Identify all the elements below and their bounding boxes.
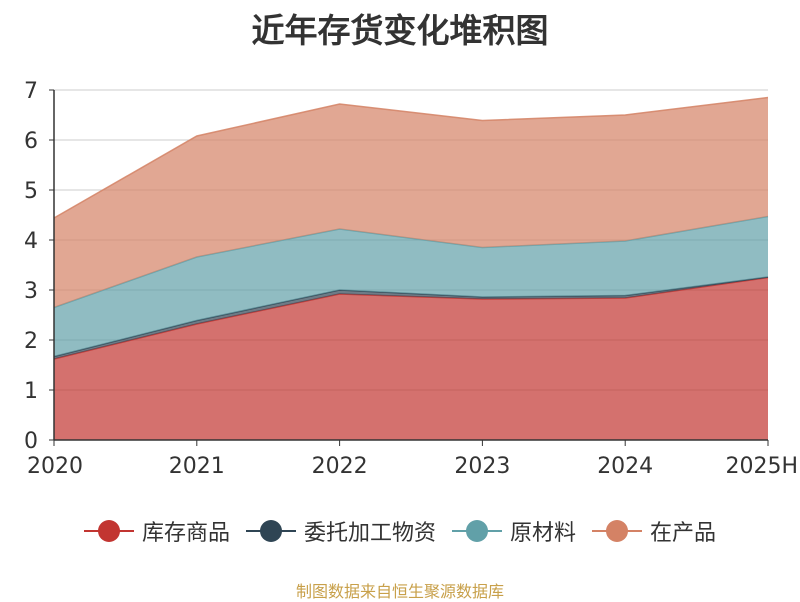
y-tick-label: 0: [24, 429, 38, 454]
legend: 库存商品 委托加工物资 原材料 在产品: [0, 515, 800, 549]
legend-swatch: [83, 519, 134, 543]
x-tick-label: 2021: [169, 454, 225, 479]
area-1: [54, 277, 768, 440]
area-2: [54, 277, 768, 359]
legend-label: 原材料: [510, 521, 577, 546]
area-3: [54, 216, 768, 357]
x-tick-label: 2022: [312, 454, 368, 479]
chart-title: 近年存货变化堆积图: [251, 11, 549, 50]
legend-item[interactable]: 原材料: [452, 515, 576, 547]
legend-swatch: [452, 519, 502, 543]
x-tick-label: 2024: [597, 454, 653, 479]
y-tick-label: 2: [24, 329, 38, 354]
area-line-4: [53, 96, 769, 219]
x-tick-label: 2020: [27, 454, 83, 479]
legend-item[interactable]: 库存商品: [83, 515, 230, 547]
legend-swatch: [245, 519, 296, 543]
axes: 0 1 2 3 4 5 6 7 2020 2021 2022 2023 2024 2025H: [24, 79, 798, 479]
area-series: [53, 96, 769, 440]
y-tick-label: 7: [24, 79, 38, 104]
x-tick-label: 2023: [454, 454, 510, 479]
y-tick-label: 1: [24, 379, 38, 404]
legend-label: 在产品: [650, 521, 717, 546]
legend-label: 库存商品: [141, 521, 230, 546]
y-tick-label: 3: [24, 279, 38, 304]
y-tick-label: 6: [24, 129, 38, 154]
area-4: [54, 97, 768, 308]
y-tick-label: 4: [24, 229, 38, 254]
y-tick-label: 5: [24, 179, 38, 204]
legend-item[interactable]: 委托加工物资: [245, 515, 436, 547]
x-tick-label: 2025H: [725, 454, 798, 479]
source-note: 制图数据来自恒生聚源数据库: [295, 582, 504, 601]
legend-item[interactable]: 在产品: [592, 515, 716, 547]
legend-swatch: [592, 519, 643, 543]
legend-label: 委托加工物资: [303, 521, 436, 546]
